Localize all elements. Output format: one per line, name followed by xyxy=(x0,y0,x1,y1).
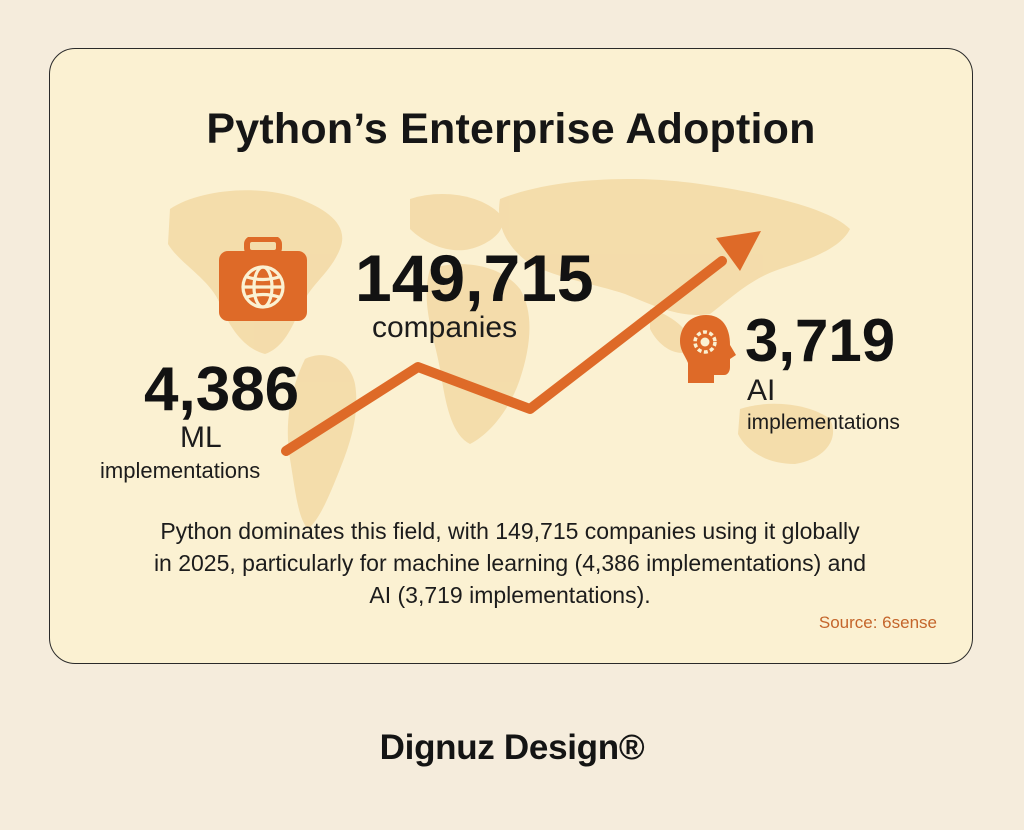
head-gear-icon xyxy=(680,315,736,383)
brand-footer: Dignuz Design® xyxy=(379,728,645,767)
companies-label: companies xyxy=(372,311,518,344)
description: Python dominates this field, with 149,71… xyxy=(153,518,867,608)
card-title: Python’s Enterprise Adoption xyxy=(206,105,816,153)
ml-count: 4,386 xyxy=(144,355,300,424)
source-note: Source: 6sense xyxy=(818,613,937,632)
infographic-card: Python’s Enterprise Adoption 149,715 com… xyxy=(49,48,973,664)
ai-sublabel: implementations xyxy=(747,411,900,434)
ml-label: ML xyxy=(180,421,222,454)
ai-label: AI xyxy=(747,374,776,407)
briefcase-globe-icon xyxy=(219,237,307,321)
companies-count: 149,715 xyxy=(355,241,594,315)
ai-count: 3,719 xyxy=(745,307,896,374)
trend-arrow-icon xyxy=(281,231,761,456)
ml-sublabel: implementations xyxy=(100,458,261,483)
